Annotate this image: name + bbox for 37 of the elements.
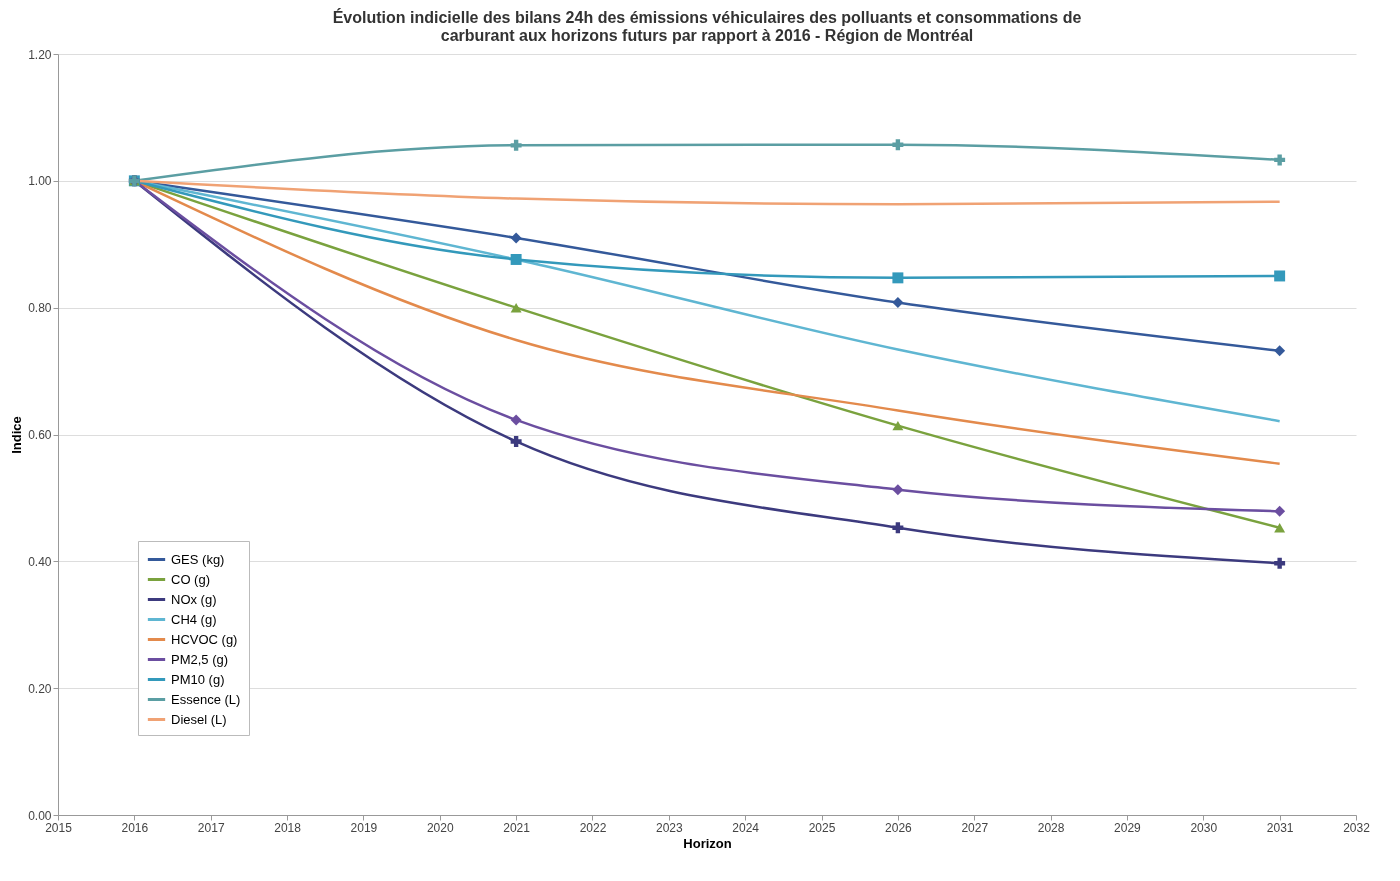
y-tick-label: 0.20 (28, 681, 52, 696)
legend-label: HCVOC (g) (171, 631, 238, 647)
chart-title: Évolution indicielle des bilans 24h des émissions véhiculaires des polluants et consommations de carburant aux horizons futurs par rapport à 2016 - Région de Montréal (332, 8, 1082, 44)
legend-label: NOx (g) (171, 591, 217, 607)
x-tick-label: 2021 (503, 820, 531, 835)
x-tick-label: 2023 (655, 820, 683, 835)
legend-label: PM2,5 (g) (171, 651, 229, 667)
legend-label: CO (g) (171, 571, 210, 587)
y-tick-label: 0.80 (28, 301, 52, 316)
legend-label: Essence (L) (171, 691, 241, 707)
x-tick-label: 2027 (961, 820, 989, 835)
x-tick-label: 2019 (350, 820, 378, 835)
legend-label: CH4 (g) (171, 611, 217, 627)
x-tick-label: 2031 (1266, 820, 1294, 835)
x-tick-label: 2032 (1343, 820, 1371, 835)
x-axis-title: Horizon (683, 835, 732, 851)
x-tick-label: 2028 (1037, 820, 1065, 835)
legend-label: GES (kg) (171, 551, 225, 567)
x-tick-label: 2024 (732, 820, 760, 835)
x-tick-label: 2018 (274, 820, 302, 835)
y-tick-label: 0.60 (28, 428, 52, 442)
y-tick-label: 0.00 (28, 808, 52, 823)
x-tick-label: 2026 (885, 820, 913, 835)
legend-label: Diesel (L) (171, 711, 227, 727)
legend-label: PM10 (g) (171, 671, 225, 687)
x-tick-label: 2029 (1114, 820, 1142, 835)
x-tick-label: 2020 (426, 820, 454, 835)
x-tick-label: 2016 (121, 820, 149, 835)
x-tick-label: 2030 (1190, 820, 1218, 835)
y-axis-title: Indice (9, 416, 25, 454)
x-tick-label: 2022 (579, 820, 607, 835)
y-tick-label: 0.40 (28, 554, 52, 569)
x-tick-label: 2017 (197, 820, 225, 835)
y-tick-label: 1.00 (28, 174, 52, 189)
y-tick-label: 1.20 (28, 47, 52, 62)
x-tick-label: 2015 (45, 820, 73, 835)
x-tick-label: 2025 (808, 820, 836, 835)
